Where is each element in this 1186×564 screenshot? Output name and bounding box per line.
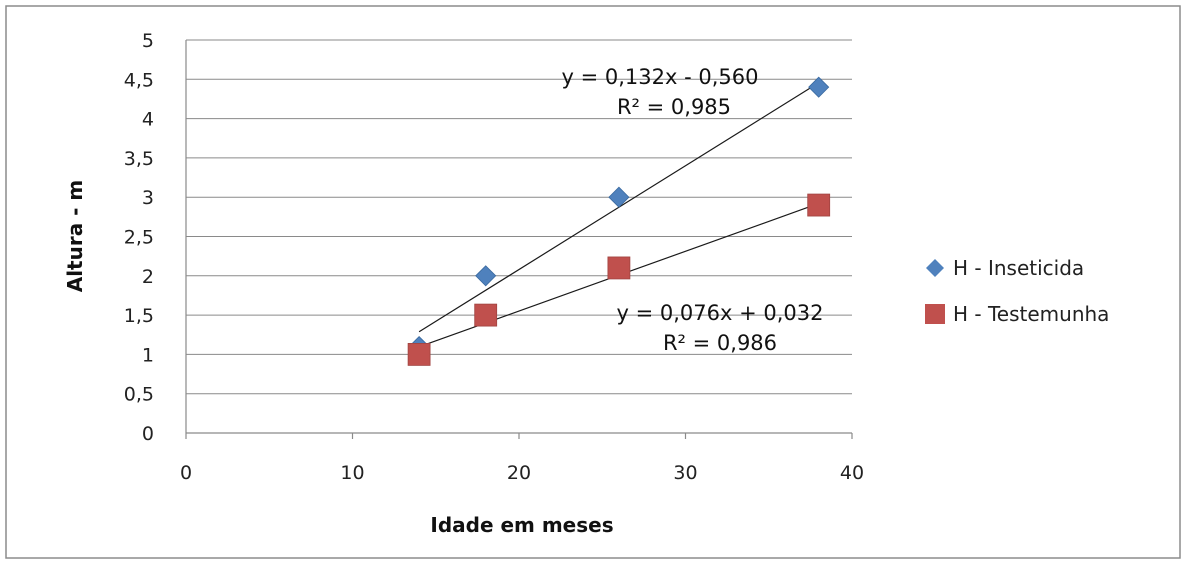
x-tick-label: 40 — [840, 462, 864, 484]
y-tick-label: 1,5 — [124, 305, 154, 327]
y-tick-label: 5 — [142, 30, 154, 52]
data-point-testemunha — [807, 193, 831, 217]
x-tick-label: 30 — [673, 462, 697, 484]
x-tick-label: 0 — [180, 462, 192, 484]
y-axis-title: Altura - m — [63, 180, 87, 293]
axes — [185, 40, 853, 439]
trendline-r-squared: R² = 0,986 — [663, 331, 777, 355]
y-tick-label: 0,5 — [124, 384, 154, 406]
legend: H - Inseticida H - Testemunha — [925, 256, 1109, 326]
y-tick-label: 3,5 — [124, 148, 154, 170]
legend-marker-inseticida — [926, 259, 944, 277]
y-tick-label: 2 — [142, 266, 154, 288]
data-point-testemunha — [407, 342, 431, 366]
data-point-inseticida — [808, 76, 830, 98]
data-point-inseticida — [608, 186, 630, 208]
x-tick-label: 20 — [507, 462, 531, 484]
chart-border — [5, 5, 1181, 559]
data-point-testemunha — [474, 303, 498, 327]
trendline-r-squared: R² = 0,985 — [617, 95, 731, 119]
y-tick-label: 0 — [142, 423, 154, 445]
y-tick-label: 4,5 — [124, 69, 154, 91]
labels: 0 0,5 1 1,5 2 2,5 3 3,5 4 4,5 5 0 10 20 30 40 Idade em m… — [63, 30, 864, 537]
y-tick-label: 3 — [142, 187, 154, 209]
y-tick-label: 2,5 — [124, 227, 154, 249]
gridlines — [186, 39, 852, 395]
x-axis-title: Idade em meses — [430, 513, 613, 537]
trendline-equation: y = 0,132x - 0,560 — [562, 65, 759, 89]
trendline-equation: y = 0,076x + 0,032 — [617, 301, 824, 325]
legend-label: H - Testemunha — [953, 302, 1109, 326]
legend-label: H - Inseticida — [953, 256, 1084, 280]
data-points — [407, 76, 831, 366]
data-point-inseticida — [475, 265, 497, 287]
data-point-testemunha — [607, 256, 631, 280]
y-tick-label: 4 — [142, 109, 154, 131]
x-tick-label: 10 — [340, 462, 364, 484]
legend-marker-testemunha — [925, 304, 945, 324]
y-tick-label: 1 — [142, 344, 154, 366]
